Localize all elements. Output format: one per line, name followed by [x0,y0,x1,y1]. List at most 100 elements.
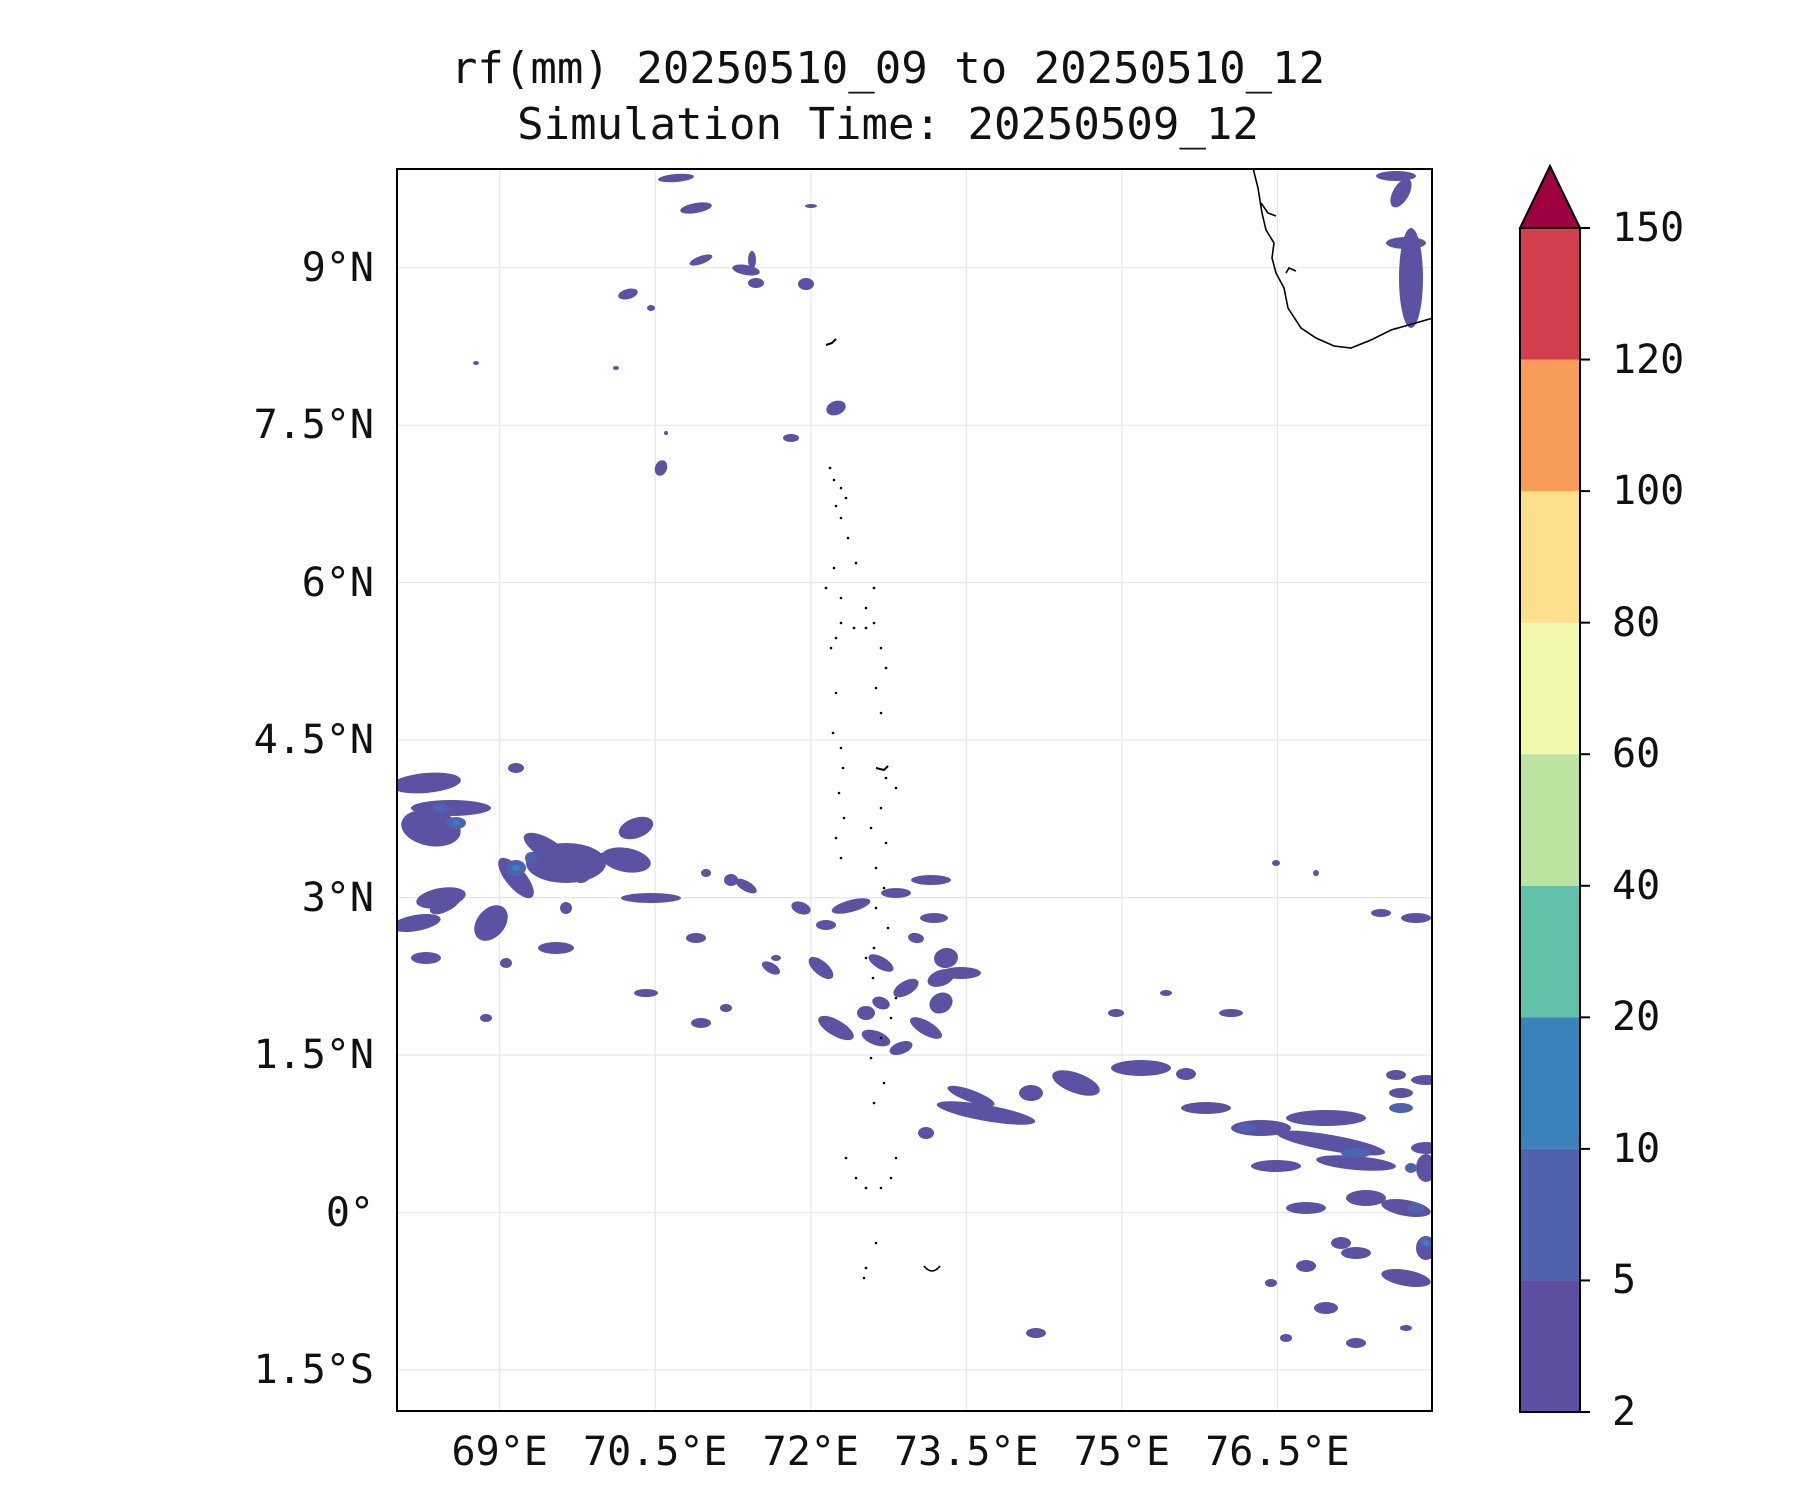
rain-cell [1346,1338,1366,1348]
rain-cell [686,933,706,943]
rain-cell [500,958,512,968]
atoll-dot [834,636,838,640]
rain-cell [1251,1160,1301,1172]
rain-cell [473,361,479,365]
rain-cell [480,1014,492,1022]
coast-detail [1260,202,1277,217]
colorbar-segment [1520,359,1580,492]
rain-cell [560,902,572,914]
island-outline [875,765,889,772]
island-outline [825,338,837,346]
rain-cell [920,913,948,923]
atoll-dot [874,906,878,910]
rain-cell [571,863,591,883]
rain-cell [1181,1102,1231,1114]
atoll-dot [884,841,888,845]
lon-tick-label: 70.5°E [583,1429,728,1475]
colorbar-tick-label: 40 [1612,862,1661,909]
lon-tick-label: 75°E [1073,1429,1171,1475]
colorbar-tick-label: 80 [1612,599,1661,646]
rain-cell [911,875,951,885]
atoll-dot [869,826,873,830]
atoll-dot [879,806,883,810]
rain-cell [613,366,619,370]
atoll-dot [839,621,843,625]
atoll-dot [872,1101,876,1105]
rain-core-heavy [512,865,520,871]
atoll-dot [839,486,843,490]
lon-tick-label: 72°E [762,1429,859,1475]
colorbar-segment [1520,1280,1580,1412]
atoll-dot [832,478,836,482]
atoll-dot [864,1186,868,1190]
lat-tick-label: 7.5°N [253,402,374,449]
rain-cell [761,961,781,975]
colorbar-tick-label: 150 [1612,205,1685,251]
colorbar-extend-arrow [1518,164,1582,229]
lat-tick-label: 1.5°S [253,1347,374,1393]
atoll-dot [864,956,868,960]
rain-cell [689,254,713,266]
rain-cell [1276,1130,1386,1156]
rain-cell [1400,1325,1412,1331]
rain-cell [732,264,760,276]
atoll-dot [889,1176,893,1180]
atoll-dot [828,466,832,470]
colorbar-segment [1520,622,1580,755]
rain-core [525,852,537,864]
rain-cell [861,1029,891,1047]
rain-cell [805,204,817,208]
rain-cell [701,869,711,877]
atoll-dot [841,766,845,770]
rain-cell [1272,860,1280,866]
colorbar-segment [1520,228,1580,360]
rain-cell [1341,1247,1371,1259]
atoll-dot [824,586,828,590]
rain-cell [868,954,894,972]
map-title: rf(mm) 20250510_09 to 20250510_12 [450,43,1326,94]
atoll-dot [831,731,835,735]
rain-cell [1376,171,1416,181]
rain-cell [583,852,619,864]
colorbar [1518,164,1590,1413]
atoll-dot [884,666,888,670]
rain-cell [1108,1009,1124,1017]
rain-cell [1381,1199,1431,1217]
atoll-dot [839,856,843,860]
atoll-dot [834,691,838,695]
rain-cell [826,400,846,416]
rain-cell [647,305,655,311]
atoll-dot [832,566,836,570]
atoll-dot [869,1056,873,1060]
atoll-dot [884,776,888,780]
rain-cell [1411,1075,1433,1085]
rain-cell [1176,1068,1196,1080]
rain-cell [1313,870,1319,876]
rain-cell [508,763,524,773]
atoll-dot [894,996,898,1000]
atoll-dot [894,786,898,790]
colorbar-segment [1520,1017,1580,1149]
rain-cell [1019,1085,1043,1101]
rain-cell [474,905,508,941]
rain-cell [816,920,836,930]
rain-cell [680,202,712,214]
rain-cell [724,874,738,886]
atoll-dot [829,646,833,650]
atoll-dot [872,946,876,950]
atoll-dot [846,536,850,540]
rain-cell [411,952,441,964]
atoll-dot [886,926,890,930]
rain-cell [1111,1060,1171,1076]
atoll-dot [889,1016,893,1020]
map-gridlines [396,168,1433,1412]
atoll-dot [882,886,886,890]
colorbar-segment [1520,754,1580,886]
atoll-dot [864,626,868,630]
rain-cell [1386,237,1426,249]
atoll-dot [839,516,843,520]
lon-tick-label: 76.5°E [1205,1429,1350,1475]
rainfall-field [396,171,1433,1348]
atoll-dot [839,596,843,600]
atoll-dot [834,504,838,508]
